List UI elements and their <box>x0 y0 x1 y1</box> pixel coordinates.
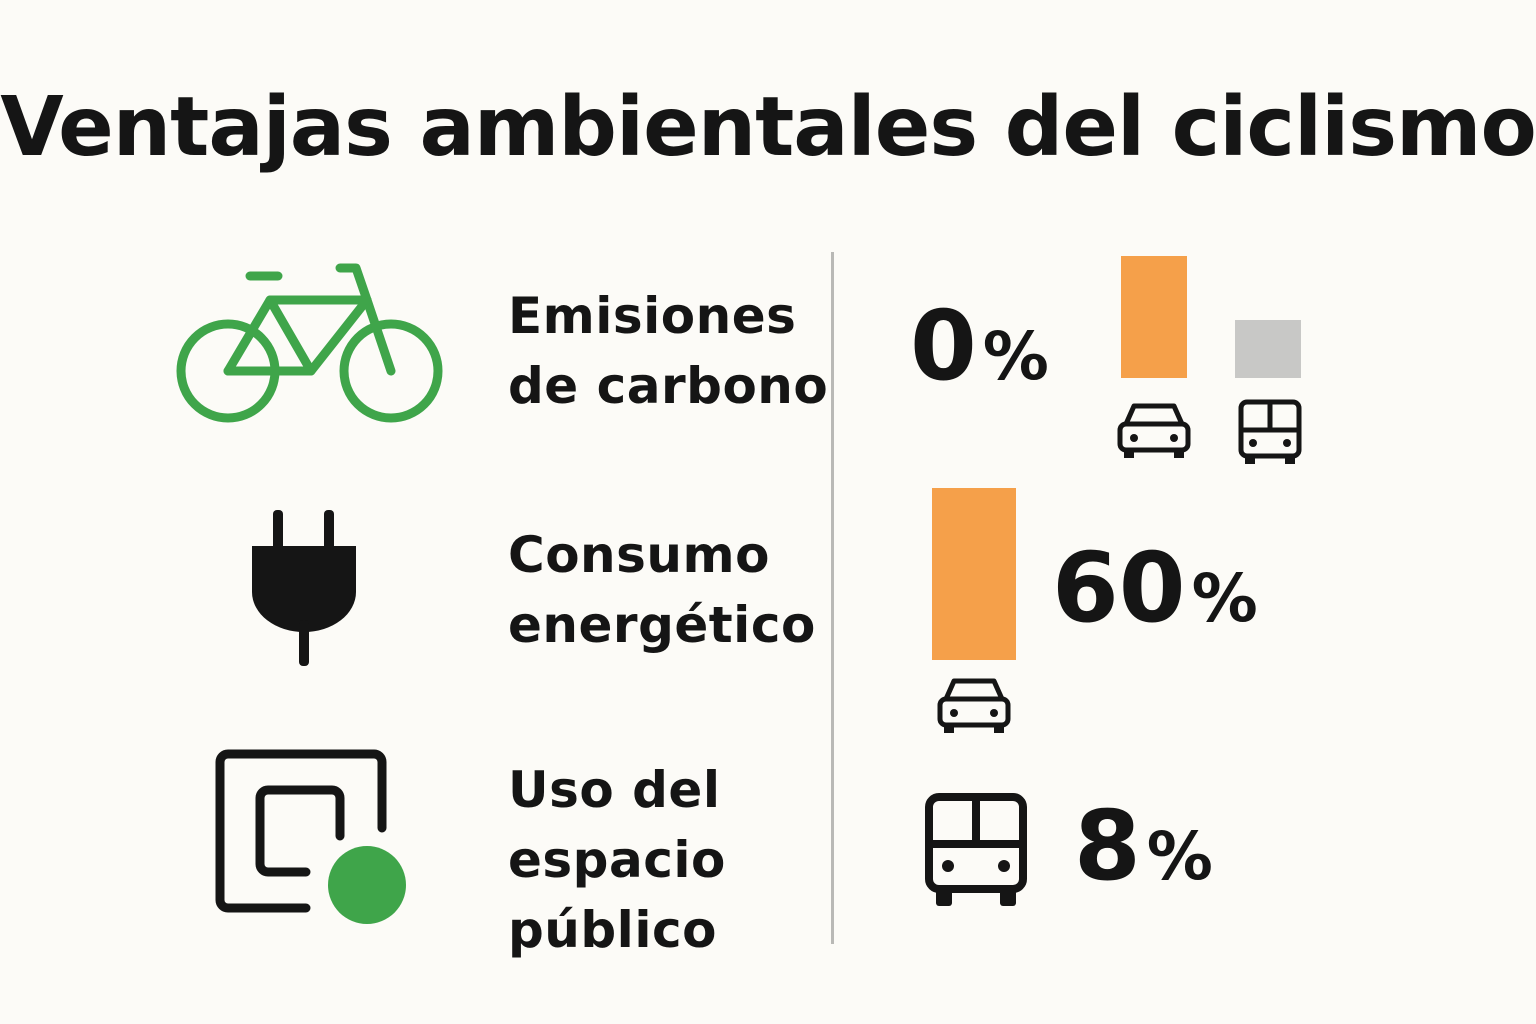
car-energy-bar <box>932 488 1016 660</box>
page-title: Ventajas ambientales del ciclismo <box>0 80 1536 175</box>
stat-number: 60 <box>1052 532 1186 644</box>
bus-emissions-bar <box>1235 320 1301 378</box>
stat-emisiones: 0% <box>910 298 1049 394</box>
plug-icon <box>252 510 356 666</box>
stat-unit: % <box>1191 560 1258 637</box>
label-espacio: Uso del espacio público <box>508 761 726 959</box>
stat-number: 0 <box>910 290 977 402</box>
car-icon <box>1117 403 1191 458</box>
label-consumo: Consumo energético <box>508 526 816 654</box>
car-icon <box>937 678 1011 733</box>
stat-number: 8 <box>1074 790 1141 902</box>
stat-unit: % <box>1146 818 1213 895</box>
stat-unit: % <box>982 318 1049 395</box>
bus-icon <box>1238 399 1302 464</box>
car-emissions-bar <box>1121 256 1187 378</box>
stat-consumo: 60% <box>1052 540 1258 636</box>
stat-espacio: 8% <box>1074 798 1213 894</box>
label-emisiones: Emisiones de carbono <box>508 287 829 415</box>
bus-icon <box>925 793 1027 906</box>
bicycle-icon <box>176 263 443 423</box>
divider <box>831 252 834 944</box>
space-icon <box>215 749 406 924</box>
